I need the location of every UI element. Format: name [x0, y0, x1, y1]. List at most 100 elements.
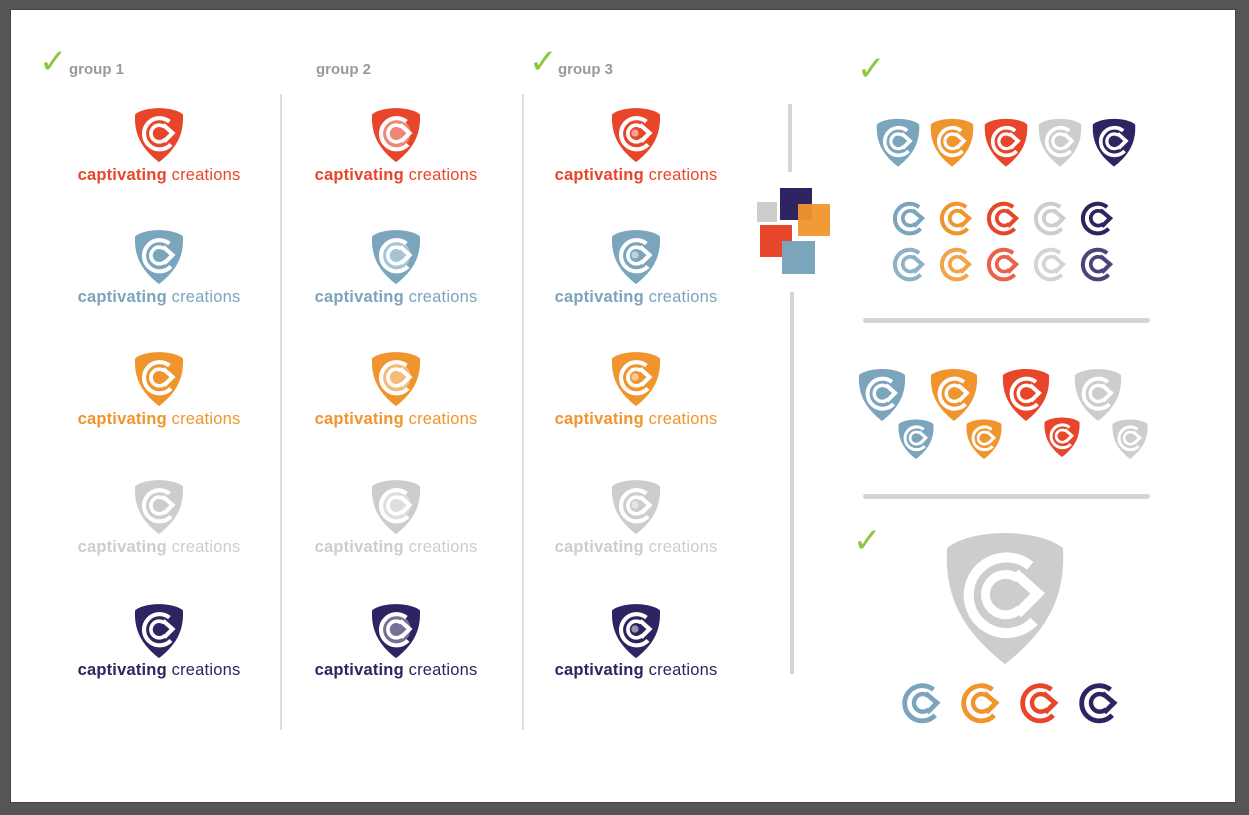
brand-wordmark-light: creations: [166, 166, 241, 184]
shield-c-arrow-icon: [134, 480, 184, 535]
shield-c-arrow-icon: [984, 118, 1028, 167]
brand-wordmark-bold: captivating: [554, 166, 644, 184]
shield-c-arrow-icon: [1044, 417, 1080, 458]
brand-wordmark-light: creations: [403, 538, 478, 556]
brand-wordmark-light: creations: [403, 661, 478, 679]
shield-c-arrow-icon: [1092, 118, 1136, 167]
shield-c-arrow-icon: [966, 419, 1002, 460]
shield-c-arrow-icon: [134, 604, 184, 659]
c-arrow-mark-icon: [986, 247, 1020, 282]
brand-wordmark: captivating creations: [276, 410, 516, 429]
shield-c-arrow-icon: [371, 108, 421, 163]
c-arrow-mark-icon: [892, 247, 926, 282]
brand-wordmark-light: creations: [643, 538, 718, 556]
shield-c-arrow-icon: [134, 108, 184, 163]
brand-wordmark-light: creations: [643, 410, 718, 428]
brand-wordmark-bold: captivating: [77, 410, 167, 428]
shield-c-arrow-icon: [134, 352, 184, 407]
group-2-title: group 2: [316, 61, 371, 78]
brand-wordmark-light: creations: [166, 538, 241, 556]
brand-wordmark: captivating creations: [516, 410, 756, 429]
brand-wordmark: captivating creations: [516, 661, 756, 680]
checkmark-icon: ✓: [39, 42, 68, 82]
brand-wordmark: captivating creations: [39, 538, 279, 557]
checkmark-icon: ✓: [857, 49, 886, 89]
c-arrow-mark-icon: [1080, 201, 1114, 236]
brand-wordmark: captivating creations: [516, 166, 756, 185]
c-arrow-mark-icon: [1020, 683, 1059, 724]
shield-c-arrow-icon: [134, 230, 184, 285]
shield-c-arrow-icon: [371, 230, 421, 285]
brand-wordmark-light: creations: [166, 410, 241, 428]
section-divider: [790, 292, 794, 674]
column-divider: [522, 94, 524, 730]
brand-wordmark-light: creations: [643, 288, 718, 306]
brand-wordmark-light: creations: [403, 166, 478, 184]
shield-c-arrow-icon: [898, 419, 934, 460]
brand-wordmark-bold: captivating: [314, 410, 404, 428]
brand-wordmark: captivating creations: [516, 288, 756, 307]
c-arrow-mark-icon: [939, 201, 973, 236]
brand-wordmark: captivating creations: [276, 288, 516, 307]
brand-wordmark: captivating creations: [39, 166, 279, 185]
shield-c-arrow-icon: [611, 604, 661, 659]
brand-wordmark: captivating creations: [516, 538, 756, 557]
brand-wordmark-bold: captivating: [77, 661, 167, 679]
c-arrow-mark-icon: [1033, 201, 1067, 236]
c-arrow-mark-icon: [1079, 683, 1118, 724]
shield-c-arrow-icon: [611, 108, 661, 163]
c-arrow-mark-icon: [961, 683, 1000, 724]
shield-c-arrow-icon: [1002, 369, 1050, 421]
brand-wordmark-bold: captivating: [77, 538, 167, 556]
brand-wordmark-light: creations: [643, 661, 718, 679]
checkmark-icon: ✓: [853, 521, 882, 561]
shield-c-arrow-icon: [1074, 369, 1122, 421]
shield-c-arrow-icon: [611, 480, 661, 535]
c-arrow-mark-icon: [939, 247, 973, 282]
brand-wordmark-bold: captivating: [314, 538, 404, 556]
brand-wordmark: captivating creations: [39, 661, 279, 680]
brand-wordmark: captivating creations: [276, 166, 516, 185]
section-divider: [863, 318, 1150, 323]
shield-c-arrow-icon: [930, 369, 978, 421]
shield-c-arrow-icon: [371, 480, 421, 535]
shield-c-arrow-icon: [930, 118, 974, 167]
brand-wordmark-bold: captivating: [554, 288, 644, 306]
brand-wordmark: captivating creations: [276, 661, 516, 680]
shield-c-arrow-icon: [371, 604, 421, 659]
shield-c-arrow-icon: [946, 533, 1064, 665]
shield-c-arrow-icon: [1112, 419, 1148, 460]
section-divider: [788, 104, 792, 172]
shield-c-arrow-icon: [1038, 118, 1082, 167]
brand-wordmark-light: creations: [643, 166, 718, 184]
brand-wordmark-light: creations: [166, 661, 241, 679]
brand-wordmark-light: creations: [166, 288, 241, 306]
group-1-title: group 1: [69, 61, 124, 78]
color-palette-squares: [756, 188, 832, 276]
shield-c-arrow-icon: [876, 118, 920, 167]
c-arrow-mark-icon: [892, 201, 926, 236]
brand-wordmark-light: creations: [403, 288, 478, 306]
shield-c-arrow-icon: [611, 230, 661, 285]
brand-wordmark-bold: captivating: [554, 661, 644, 679]
brand-wordmark: captivating creations: [39, 410, 279, 429]
brand-wordmark-bold: captivating: [314, 166, 404, 184]
brand-wordmark: captivating creations: [276, 538, 516, 557]
brand-wordmark-light: creations: [403, 410, 478, 428]
brand-wordmark-bold: captivating: [77, 166, 167, 184]
brand-wordmark: captivating creations: [39, 288, 279, 307]
c-arrow-mark-icon: [1033, 247, 1067, 282]
group-3-title: group 3: [558, 61, 613, 78]
brand-wordmark-bold: captivating: [77, 288, 167, 306]
shield-c-arrow-icon: [611, 352, 661, 407]
c-arrow-mark-icon: [1080, 247, 1114, 282]
c-arrow-mark-icon: [986, 201, 1020, 236]
shield-c-arrow-icon: [371, 352, 421, 407]
brand-wordmark-bold: captivating: [314, 288, 404, 306]
section-divider: [863, 494, 1150, 499]
brand-wordmark-bold: captivating: [554, 538, 644, 556]
c-arrow-mark-icon: [902, 683, 941, 724]
checkmark-icon: ✓: [529, 42, 558, 82]
artboard: ✓ group 1 group 2 ✓ group 3 ✓ ✓ captivat…: [11, 10, 1235, 802]
brand-wordmark-bold: captivating: [314, 661, 404, 679]
